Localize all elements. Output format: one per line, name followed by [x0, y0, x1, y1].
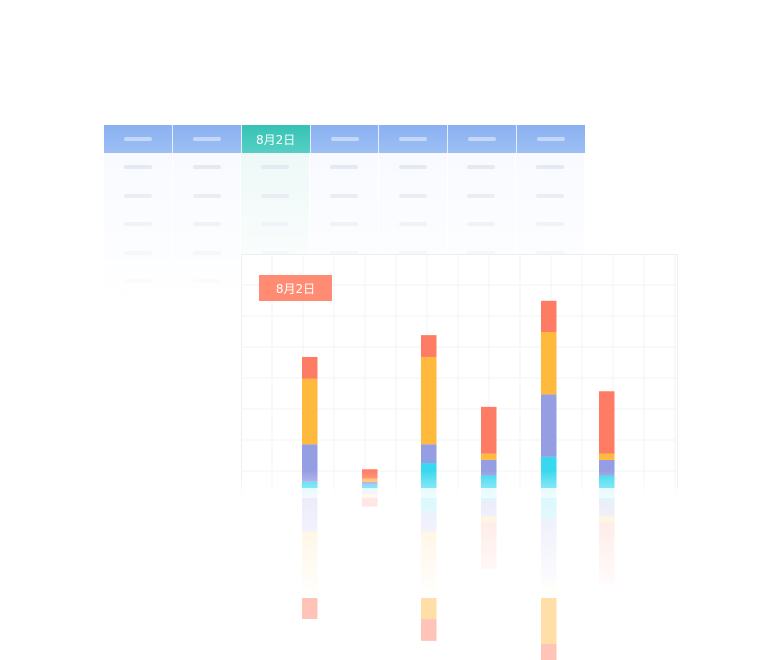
- header-cell[interactable]: [379, 125, 449, 153]
- bar-segment-2-2: [421, 356, 437, 445]
- bar-segment-3-3: [481, 406, 497, 454]
- reflection-fade: [239, 488, 678, 598]
- placeholder-bar: [123, 137, 152, 141]
- placeholder-bar: [468, 137, 497, 141]
- date-badge: 8月2日: [259, 275, 332, 301]
- bar-segment-3-2: [481, 453, 497, 460]
- bar-reflection-4-3: [541, 644, 557, 660]
- bar-segment-2-1: [421, 444, 437, 464]
- header-cell[interactable]: [310, 125, 380, 153]
- placeholder-bar: [192, 137, 221, 141]
- bar-segment-0-2: [302, 378, 318, 445]
- placeholder-bar: [399, 137, 428, 141]
- header-cell[interactable]: [172, 125, 242, 153]
- placeholder-bar: [537, 137, 566, 141]
- chart-bottom-fade: [239, 470, 680, 498]
- bar-segment-5-2: [599, 453, 615, 460]
- bar-segment-4-1: [541, 394, 557, 457]
- placeholder-bar: [330, 137, 359, 141]
- bar-reflection-2-3: [421, 619, 437, 641]
- header-cell[interactable]: [517, 125, 586, 153]
- bar-segment-4-2: [541, 332, 557, 395]
- header-cell[interactable]: [104, 125, 173, 153]
- bar-segment-4-3: [541, 300, 557, 332]
- bar-segment-5-3: [599, 391, 615, 454]
- bar-segment-0-3: [302, 356, 318, 379]
- header-cell-active[interactable]: 8月2日: [241, 125, 311, 153]
- table-header: 8月2日: [104, 125, 586, 153]
- bar-segment-2-3: [421, 335, 437, 357]
- header-cell[interactable]: [448, 125, 518, 153]
- bar-reflection-0-3: [302, 597, 318, 620]
